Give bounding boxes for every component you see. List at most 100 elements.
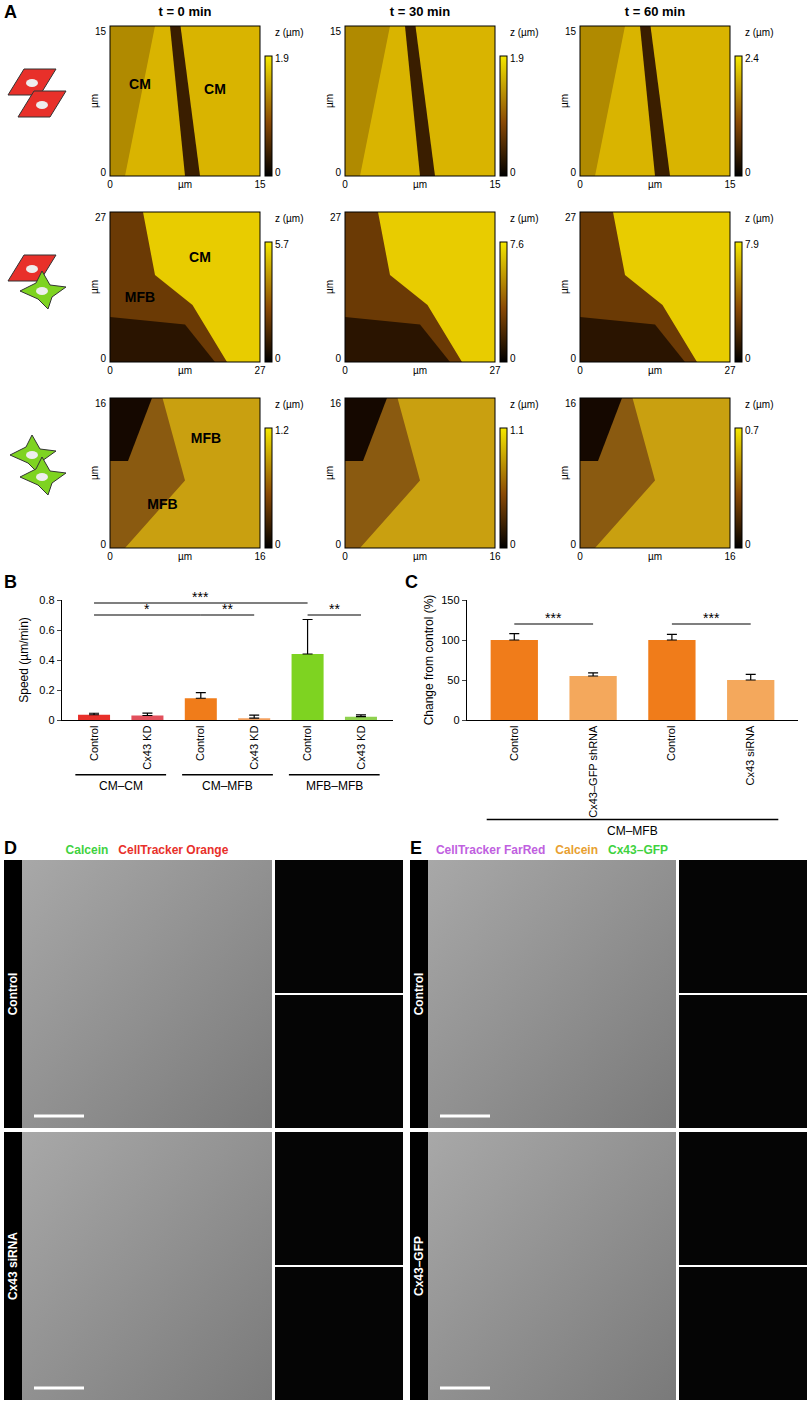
svg-text:µm: µm	[178, 179, 192, 190]
svg-text:µm: µm	[648, 179, 662, 190]
svg-text:CM: CM	[189, 249, 211, 265]
svg-text:Cx43 siRNA: Cx43 siRNA	[744, 725, 756, 786]
svg-text:1.9: 1.9	[275, 53, 289, 64]
svg-text:0: 0	[453, 714, 459, 726]
svg-text:Control: Control	[508, 726, 520, 761]
svg-text:16: 16	[330, 398, 342, 409]
svg-text:Cx43–GFP shRNA: Cx43–GFP shRNA	[587, 725, 599, 818]
svg-text:E: E	[410, 838, 422, 858]
svg-text:0: 0	[342, 179, 348, 190]
svg-text:***: ***	[192, 589, 209, 605]
svg-text:15: 15	[489, 179, 501, 190]
svg-text:C: C	[405, 572, 418, 592]
svg-text:CM: CM	[129, 76, 151, 92]
svg-text:27: 27	[565, 212, 577, 223]
svg-text:MFB–MFB: MFB–MFB	[306, 779, 363, 793]
svg-text:0: 0	[275, 539, 281, 550]
svg-text:µm: µm	[324, 94, 335, 108]
svg-text:Speed (µm/min): Speed (µm/min)	[17, 617, 31, 703]
svg-text:**: **	[329, 601, 340, 617]
svg-text:0: 0	[577, 551, 583, 562]
svg-text:0: 0	[335, 539, 341, 550]
svg-text:z (µm): z (µm)	[275, 27, 304, 38]
svg-text:1.9: 1.9	[510, 53, 524, 64]
svg-text:A: A	[4, 2, 17, 22]
svg-text:0: 0	[48, 714, 54, 726]
svg-text:0: 0	[335, 353, 341, 364]
svg-text:0: 0	[577, 179, 583, 190]
svg-text:µm: µm	[559, 466, 570, 480]
svg-text:Control: Control	[665, 726, 677, 761]
svg-text:0: 0	[342, 365, 348, 376]
svg-text:0: 0	[577, 365, 583, 376]
svg-text:0: 0	[510, 539, 516, 550]
svg-text:MFB: MFB	[125, 289, 155, 305]
svg-text:27: 27	[724, 365, 736, 376]
svg-text:0: 0	[107, 365, 113, 376]
svg-text:µm: µm	[89, 280, 100, 294]
svg-text:0: 0	[107, 551, 113, 562]
svg-text:0: 0	[107, 179, 113, 190]
svg-text:0: 0	[510, 167, 516, 178]
svg-text:0: 0	[510, 353, 516, 364]
svg-text:µm: µm	[324, 466, 335, 480]
svg-text:Control: Control	[194, 726, 206, 761]
svg-text:5.7: 5.7	[275, 239, 289, 250]
svg-text:µm: µm	[413, 551, 427, 562]
svg-text:µm: µm	[413, 179, 427, 190]
svg-text:0: 0	[745, 539, 751, 550]
svg-text:0: 0	[570, 353, 576, 364]
svg-text:Control: Control	[412, 973, 426, 1016]
svg-text:z (µm): z (µm)	[745, 399, 774, 410]
svg-text:15: 15	[724, 179, 736, 190]
svg-text:µm: µm	[178, 365, 192, 376]
svg-text:Cx43 KD: Cx43 KD	[141, 726, 153, 770]
svg-text:0: 0	[570, 167, 576, 178]
svg-text:**: **	[222, 601, 233, 617]
svg-text:2.4: 2.4	[745, 53, 759, 64]
svg-text:100: 100	[441, 634, 459, 646]
svg-text:µm: µm	[559, 94, 570, 108]
svg-text:7.9: 7.9	[745, 239, 759, 250]
svg-text:D: D	[4, 838, 17, 858]
svg-text:z (µm): z (µm)	[275, 213, 304, 224]
svg-text:Cx43 KD: Cx43 KD	[355, 726, 367, 770]
svg-text:27: 27	[254, 365, 266, 376]
svg-text:z (µm): z (µm)	[745, 27, 774, 38]
svg-text:Cx43 siRNA: Cx43 siRNA	[6, 1232, 20, 1300]
svg-text:Cx43–GFP: Cx43–GFP	[412, 1236, 426, 1296]
svg-text:µm: µm	[89, 466, 100, 480]
svg-text:z (µm): z (µm)	[745, 213, 774, 224]
svg-text:27: 27	[95, 212, 107, 223]
svg-text:27: 27	[489, 365, 501, 376]
svg-text:0: 0	[100, 539, 106, 550]
svg-text:Control: Control	[6, 973, 20, 1016]
svg-text:Control: Control	[301, 726, 313, 761]
svg-text:CM–MFB: CM–MFB	[202, 779, 253, 793]
svg-text:50: 50	[447, 674, 459, 686]
svg-text:0: 0	[275, 167, 281, 178]
svg-text:15: 15	[330, 26, 342, 37]
svg-text:µm: µm	[413, 365, 427, 376]
svg-text:0: 0	[745, 167, 751, 178]
svg-text:*: *	[144, 601, 150, 617]
svg-text:z (µm): z (µm)	[510, 213, 539, 224]
svg-text:27: 27	[330, 212, 342, 223]
svg-text:z (µm): z (µm)	[510, 399, 539, 410]
svg-text:0.7: 0.7	[745, 425, 759, 436]
svg-text:15: 15	[565, 26, 577, 37]
svg-text:0.4: 0.4	[39, 654, 54, 666]
svg-text:0: 0	[570, 539, 576, 550]
svg-text:µm: µm	[324, 280, 335, 294]
svg-text:CM–CM: CM–CM	[99, 779, 143, 793]
svg-text:0.6: 0.6	[39, 624, 54, 636]
svg-text:Change from control (%): Change from control (%)	[422, 595, 436, 726]
svg-text:15: 15	[95, 26, 107, 37]
svg-text:Control: Control	[88, 726, 100, 761]
svg-text:t = 30 min: t = 30 min	[390, 4, 450, 19]
svg-text:7.6: 7.6	[510, 239, 524, 250]
svg-text:16: 16	[95, 398, 107, 409]
svg-text:µm: µm	[89, 94, 100, 108]
svg-text:B: B	[4, 572, 17, 592]
svg-text:t = 60 min: t = 60 min	[625, 4, 685, 19]
